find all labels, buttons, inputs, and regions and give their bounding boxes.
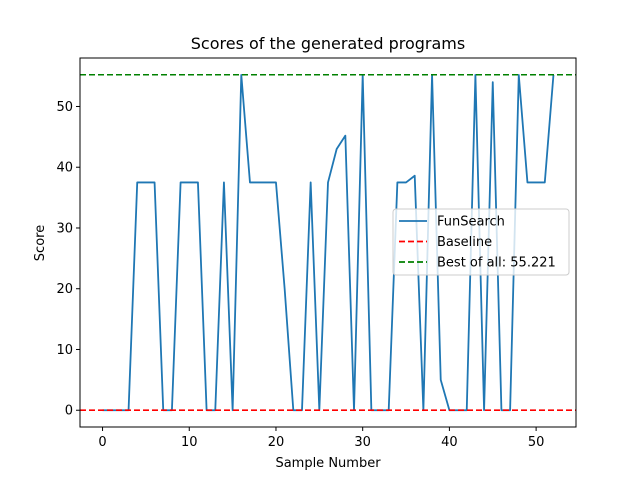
legend-entry-label: Best of all: 55.221 — [437, 256, 556, 271]
x-tick-label: 40 — [441, 435, 458, 450]
x-tick-label: 50 — [528, 435, 545, 450]
legend-entry-label: FunSearch — [437, 215, 505, 230]
x-tick-label: 0 — [98, 435, 106, 450]
y-tick-label: 0 — [65, 404, 73, 419]
y-tick-label: 50 — [56, 100, 73, 115]
y-axis-label: Score — [33, 225, 48, 261]
chart-title: Scores of the generated programs — [191, 34, 465, 53]
x-axis-label: Sample Number — [275, 456, 381, 471]
x-tick-label: 10 — [181, 435, 198, 450]
y-tick-label: 20 — [56, 282, 73, 297]
legend-entry-label: Baseline — [437, 235, 492, 250]
y-tick-label: 10 — [56, 343, 73, 358]
plot-area: 0 10 20 30 40 50 0 10 20 30 40 50 FunSearch Baseline B… — [56, 57, 577, 450]
x-tick-label: 30 — [354, 435, 371, 450]
y-tick-label: 40 — [56, 161, 73, 176]
plot-frame — [79, 57, 577, 428]
y-tick-label: 30 — [56, 221, 73, 236]
x-tick-label: 20 — [268, 435, 285, 450]
legend-box — [392, 208, 570, 276]
series-line-funsearch — [102, 73, 555, 412]
